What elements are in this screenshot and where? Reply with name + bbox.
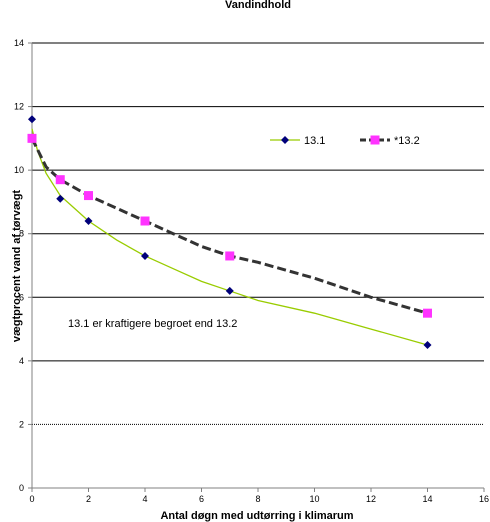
data-point-13-2 [27,133,37,143]
y-tick-label: 12 [14,102,24,112]
legend-marker-13-2 [370,135,380,145]
x-tick-label: 14 [422,494,432,504]
data-point-13-1 [141,251,149,260]
annotation-text: 13.1 er kraftigere begroet end 13.2 [68,318,237,330]
legend-label-13-2: *13.2 [394,135,420,147]
y-axis-label: vægtprocent vand af tørvægt [11,190,23,343]
x-tick-label: 10 [309,494,319,504]
series-group [27,115,432,349]
data-point-13-2 [225,251,235,261]
x-tick-label: 4 [142,494,147,504]
y-tick-label: 4 [19,356,24,366]
x-tick-label: 8 [255,494,260,504]
y-tick-label: 6 [19,292,24,302]
y-tick-label: 2 [19,419,24,429]
y-tick-label: 0 [19,483,24,493]
data-point-13-2 [423,308,432,318]
series-line-2 [30,137,428,315]
gridlines [32,42,484,425]
data-point-13-1 [84,217,93,225]
legend: 13.1 *13.2 [270,135,420,147]
x-tick-label: 2 [86,494,91,504]
series-line-1 [31,128,428,346]
data-point-13-1 [423,340,432,349]
chart-title: Vandindhold [225,0,291,11]
legend-marker-13-1 [281,136,289,144]
data-point-13-2 [55,175,65,185]
x-tick-label: 0 [29,494,34,504]
data-point-13-1 [225,286,234,295]
x-tick-label: 12 [366,494,376,504]
x-tick-labels: 0 2 4 6 8 10 12 14 16 [29,494,489,504]
x-tick-label: 16 [479,494,489,504]
data-point-13-2 [140,216,150,226]
data-point-13-2 [84,191,93,201]
y-tick-labels: 0 2 4 6 8 10 12 14 [14,38,24,493]
x-axis-label: Antal døgn med udtørring i klimarum [160,510,353,522]
y-tick-label: 14 [14,38,24,48]
y-tick-label: 8 [19,229,24,239]
legend-label-13-1: 13.1 [304,135,325,147]
x-tick-label: 6 [199,494,204,504]
data-point-13-1 [28,115,36,124]
data-point-13-1 [56,194,65,203]
y-tick-label: 10 [14,165,24,175]
